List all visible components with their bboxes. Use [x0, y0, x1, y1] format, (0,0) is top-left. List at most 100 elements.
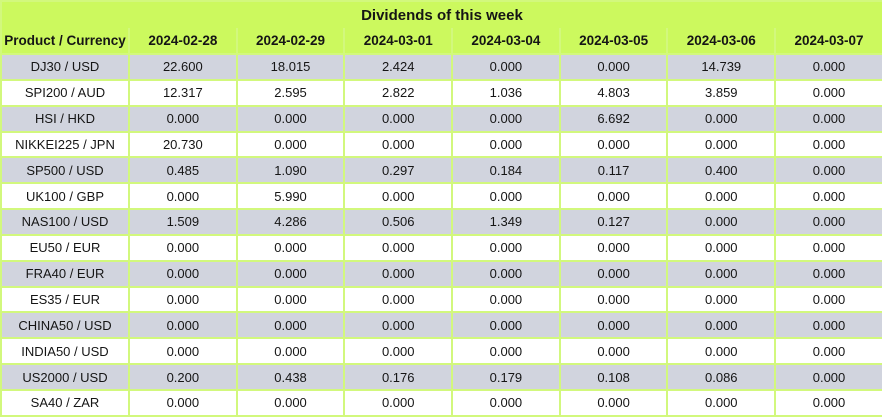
dividend-value-cell: 0.000 — [558, 233, 669, 262]
column-header-date: 2024-03-07 — [774, 28, 882, 55]
dividend-value-cell: 0.000 — [666, 182, 777, 211]
dividend-value-cell: 0.297 — [343, 156, 454, 185]
product-cell: US2000 / USD — [0, 363, 130, 391]
table-row: UK100 / GBP 0.000 5.990 0.000 0.000 0.000 0.00… — [0, 182, 882, 211]
dividend-value-cell: 0.000 — [558, 130, 669, 159]
dividend-value-cell: 0.000 — [666, 259, 777, 288]
dividend-value-cell: 0.117 — [558, 156, 669, 185]
dividend-value-cell: 0.000 — [343, 311, 454, 340]
dividend-value-cell: 0.000 — [666, 311, 777, 340]
table-title: Dividends of this week — [0, 0, 882, 28]
dividend-value-cell: 0.000 — [235, 104, 346, 133]
dividend-value-cell: 0.000 — [235, 130, 346, 159]
dividend-value-cell: 0.000 — [451, 337, 561, 366]
dividend-value-cell: 1.349 — [451, 208, 561, 236]
dividend-value-cell: 0.000 — [451, 182, 561, 211]
dividend-value-cell: 4.803 — [558, 78, 669, 107]
dividend-value-cell: 4.286 — [235, 208, 346, 236]
dividend-value-cell: 0.000 — [128, 311, 238, 340]
dividend-value-cell: 0.000 — [666, 337, 777, 366]
product-cell: UK100 / GBP — [0, 182, 130, 211]
table-row: US2000 / USD 0.200 0.438 0.176 0.179 0.108 0.0… — [0, 363, 882, 391]
product-cell: ES35 / EUR — [0, 285, 130, 314]
dividend-value-cell: 0.086 — [666, 363, 777, 391]
dividend-value-cell: 0.000 — [451, 130, 561, 159]
dividend-value-cell: 0.438 — [235, 363, 346, 391]
dividend-value-cell: 12.317 — [128, 78, 238, 107]
table-body: DJ30 / USD 22.600 18.015 2.424 0.000 0.000 14.… — [0, 53, 882, 417]
dividend-value-cell: 0.000 — [666, 104, 777, 133]
dividend-value-cell: 0.000 — [128, 104, 238, 133]
dividend-value-cell: 2.424 — [343, 53, 454, 81]
table-row: FRA40 / EUR 0.000 0.000 0.000 0.000 0.000 0.00… — [0, 259, 882, 288]
column-header-date: 2024-02-29 — [235, 28, 346, 55]
dividend-value-cell: 1.036 — [451, 78, 561, 107]
dividend-value-cell: 0.000 — [558, 337, 669, 366]
dividend-value-cell: 0.000 — [666, 388, 777, 417]
dividend-value-cell: 0.000 — [774, 259, 882, 288]
product-cell: SPI200 / AUD — [0, 78, 130, 107]
dividend-value-cell: 0.000 — [343, 130, 454, 159]
table-row: NIKKEI225 / JPN 20.730 0.000 0.000 0.000 0.00… — [0, 130, 882, 159]
dividend-value-cell: 0.000 — [666, 130, 777, 159]
dividend-value-cell: 0.127 — [558, 208, 669, 236]
product-cell: INDIA50 / USD — [0, 337, 130, 366]
dividend-value-cell: 0.506 — [343, 208, 454, 236]
dividend-value-cell: 0.000 — [343, 182, 454, 211]
dividend-value-cell: 0.000 — [558, 182, 669, 211]
dividend-value-cell: 22.600 — [128, 53, 238, 81]
dividend-value-cell: 0.000 — [343, 259, 454, 288]
product-cell: SP500 / USD — [0, 156, 130, 185]
dividend-value-cell: 0.000 — [774, 156, 882, 185]
dividend-value-cell: 0.000 — [451, 285, 561, 314]
dividend-value-cell: 0.000 — [451, 104, 561, 133]
dividend-value-cell: 0.000 — [128, 285, 238, 314]
dividend-value-cell: 0.000 — [451, 388, 561, 417]
dividend-value-cell: 20.730 — [128, 130, 238, 159]
column-header-product: Product / Currency — [0, 28, 130, 55]
dividend-value-cell: 0.000 — [343, 233, 454, 262]
dividend-value-cell: 0.200 — [128, 363, 238, 391]
table-row: SA40 / ZAR 0.000 0.000 0.000 0.000 0.000 0.000… — [0, 388, 882, 417]
dividend-value-cell: 0.000 — [558, 311, 669, 340]
column-header-date: 2024-03-05 — [558, 28, 669, 55]
dividend-value-cell: 0.000 — [774, 285, 882, 314]
dividend-value-cell: 0.000 — [235, 311, 346, 340]
dividend-value-cell: 0.000 — [128, 259, 238, 288]
dividend-value-cell: 0.179 — [451, 363, 561, 391]
dividend-value-cell: 0.000 — [558, 53, 669, 81]
dividend-value-cell: 0.000 — [128, 388, 238, 417]
table-row: SPI200 / AUD 12.317 2.595 2.822 1.036 4.803 3.… — [0, 78, 882, 107]
column-header-date: 2024-03-01 — [343, 28, 454, 55]
product-cell: EU50 / EUR — [0, 233, 130, 262]
dividend-value-cell: 0.000 — [774, 363, 882, 391]
table-row: CHINA50 / USD 0.000 0.000 0.000 0.000 0.000 0.… — [0, 311, 882, 340]
dividend-value-cell: 0.485 — [128, 156, 238, 185]
dividend-value-cell: 0.000 — [774, 78, 882, 107]
dividend-value-cell: 0.000 — [666, 285, 777, 314]
dividend-value-cell: 0.000 — [235, 285, 346, 314]
product-cell: CHINA50 / USD — [0, 311, 130, 340]
dividend-value-cell: 0.000 — [774, 311, 882, 340]
dividend-value-cell: 0.400 — [666, 156, 777, 185]
dividend-value-cell: 0.000 — [343, 104, 454, 133]
dividend-value-cell: 0.000 — [774, 53, 882, 81]
table-row: DJ30 / USD 22.600 18.015 2.424 0.000 0.000 14.… — [0, 53, 882, 81]
table-row: NAS100 / USD 1.509 4.286 0.506 1.349 0.127 0.0… — [0, 208, 882, 236]
product-cell: SA40 / ZAR — [0, 388, 130, 417]
dividend-value-cell: 0.000 — [558, 285, 669, 314]
dividend-value-cell: 0.000 — [128, 182, 238, 211]
dividend-value-cell: 0.000 — [343, 388, 454, 417]
dividend-value-cell: 0.000 — [235, 233, 346, 262]
dividend-value-cell: 3.859 — [666, 78, 777, 107]
dividend-value-cell: 2.595 — [235, 78, 346, 107]
table-row: HSI / HKD 0.000 0.000 0.000 0.000 6.692 0.000 0… — [0, 104, 882, 133]
dividend-value-cell: 5.990 — [235, 182, 346, 211]
dividend-value-cell: 6.692 — [558, 104, 669, 133]
title-row: Dividends of this week — [0, 0, 882, 28]
dividend-value-cell: 0.000 — [235, 388, 346, 417]
column-header-date: 2024-03-04 — [451, 28, 561, 55]
product-cell: NIKKEI225 / JPN — [0, 130, 130, 159]
dividend-value-cell: 0.000 — [774, 104, 882, 133]
